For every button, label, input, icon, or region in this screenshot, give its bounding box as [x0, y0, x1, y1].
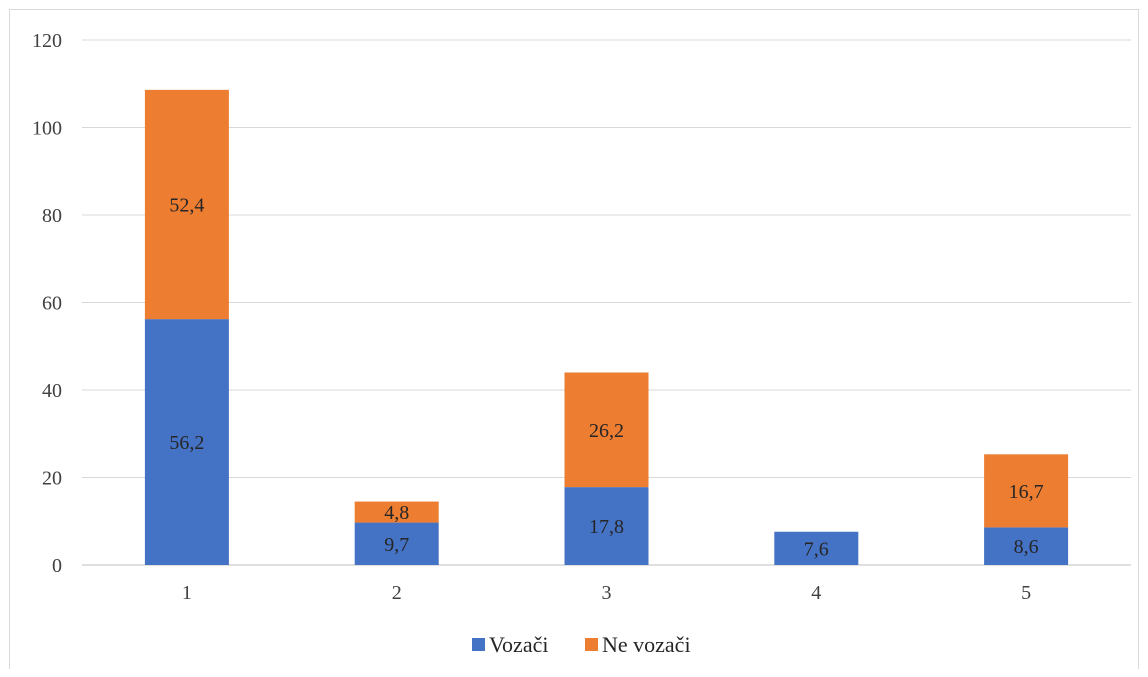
bars	[144, 89, 1069, 565]
data-label: 4,8	[384, 502, 409, 524]
legend-label-vozaci: Vozači	[489, 632, 548, 657]
bar-segment-ne-vozaci-1	[144, 89, 229, 320]
x-axis: 1 2 3 4 5	[182, 582, 1031, 604]
data-label: 9,7	[384, 534, 409, 556]
chart-frame	[9, 9, 1139, 669]
data-label: 26,2	[589, 420, 624, 442]
y-axis: 0 20 40 60 80 100 120	[32, 30, 62, 577]
bar-segment-vozaci-1	[144, 319, 229, 565]
x-tick-label: 1	[182, 582, 192, 604]
x-tick-label: 5	[1021, 582, 1031, 604]
x-tick-label: 2	[392, 582, 402, 604]
data-label: 16,7	[1009, 481, 1044, 503]
data-label: 17,8	[589, 516, 624, 538]
x-tick-label: 4	[811, 582, 821, 604]
y-tick-label: 60	[42, 293, 62, 315]
legend-swatch-ne-vozaci	[585, 638, 598, 651]
data-label: 7,6	[804, 538, 829, 560]
bar-segment-vozaci-4	[774, 531, 859, 565]
data-labels: 56,2 52,4 9,7 4,8 17,8 26,2 7,6 8,6 16,7	[169, 195, 1043, 561]
bar-segment-vozaci-5	[984, 527, 1069, 565]
bar-segment-vozaci-3	[564, 487, 649, 565]
bar-segment-ne-vozaci-3	[564, 372, 649, 488]
data-label: 56,2	[169, 432, 204, 454]
bar-segment-vozaci-2	[354, 522, 439, 565]
y-tick-label: 100	[32, 118, 62, 140]
legend-label-ne-vozaci: Ne vozači	[602, 632, 691, 657]
y-tick-label: 0	[52, 555, 62, 577]
y-tick-label: 80	[42, 205, 62, 227]
y-tick-label: 40	[42, 380, 62, 402]
y-tick-label: 120	[32, 30, 62, 52]
legend: Vozači Ne vozači	[472, 632, 691, 657]
data-label: 8,6	[1014, 536, 1039, 558]
bar-segment-ne-vozaci-5	[984, 454, 1069, 528]
legend-swatch-vozaci	[472, 638, 485, 651]
bar-segment-ne-vozaci-2	[354, 501, 439, 523]
data-label: 52,4	[169, 195, 204, 217]
x-tick-label: 3	[602, 582, 612, 604]
y-tick-label: 20	[42, 468, 62, 490]
